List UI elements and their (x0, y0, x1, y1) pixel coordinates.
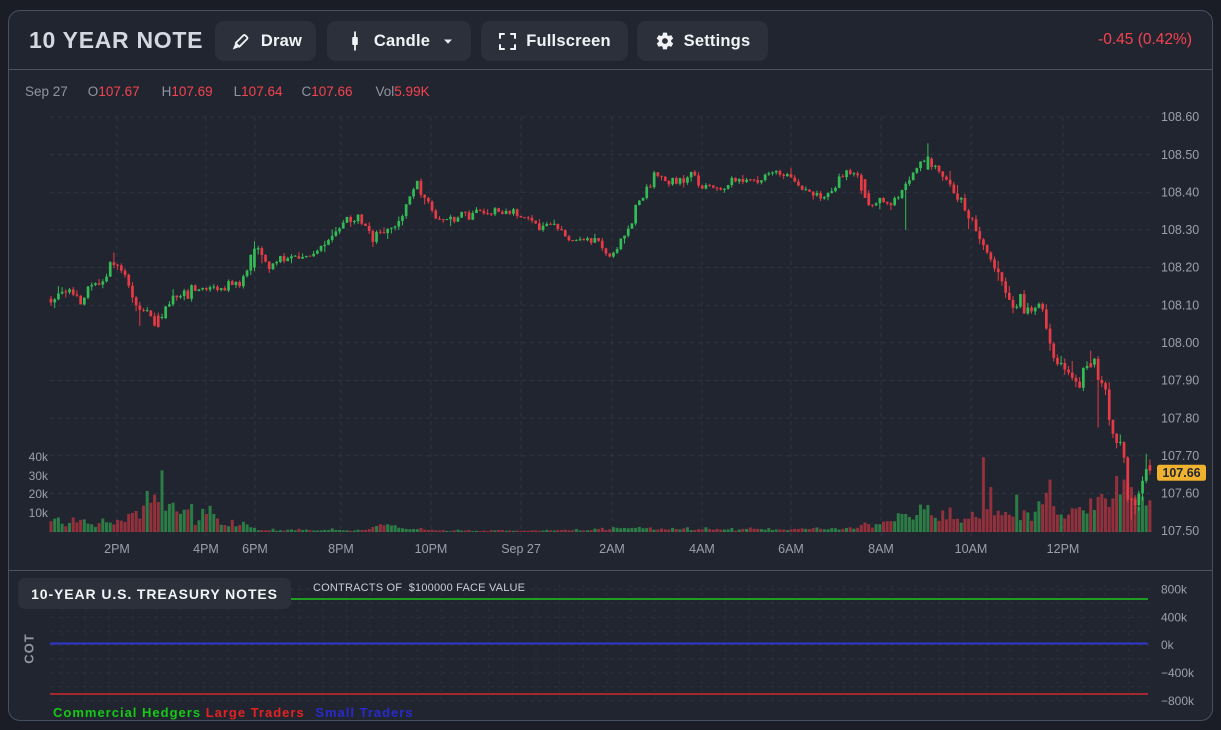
svg-text:107.60: 107.60 (1161, 487, 1199, 501)
svg-text:107.80: 107.80 (1161, 411, 1199, 425)
svg-text:30k: 30k (29, 469, 49, 483)
svg-text:108.30: 108.30 (1161, 223, 1199, 237)
svg-text:−400k: −400k (1161, 666, 1195, 680)
svg-text:8PM: 8PM (328, 542, 354, 556)
svg-text:108.40: 108.40 (1161, 186, 1199, 200)
svg-text:40k: 40k (29, 450, 49, 464)
svg-text:107.50: 107.50 (1161, 524, 1199, 538)
svg-text:400k: 400k (1161, 610, 1188, 624)
svg-text:−800k: −800k (1161, 694, 1195, 708)
svg-text:8AM: 8AM (868, 542, 894, 556)
svg-text:6PM: 6PM (242, 542, 268, 556)
svg-text:107.90: 107.90 (1161, 374, 1199, 388)
svg-text:12PM: 12PM (1047, 542, 1080, 556)
svg-text:108.50: 108.50 (1161, 148, 1199, 162)
svg-text:10k: 10k (29, 506, 49, 520)
svg-text:10PM: 10PM (415, 542, 448, 556)
svg-text:2PM: 2PM (104, 542, 130, 556)
svg-text:4AM: 4AM (689, 542, 715, 556)
svg-text:107.66: 107.66 (1162, 466, 1200, 480)
svg-text:108.00: 108.00 (1161, 336, 1199, 350)
svg-text:108.60: 108.60 (1161, 110, 1199, 124)
svg-text:4PM: 4PM (193, 542, 219, 556)
svg-text:107.70: 107.70 (1161, 449, 1199, 463)
svg-text:800k: 800k (1161, 583, 1188, 597)
svg-text:Sep 27: Sep 27 (501, 542, 541, 556)
svg-text:20k: 20k (29, 487, 49, 501)
svg-text:10AM: 10AM (955, 542, 988, 556)
svg-text:2AM: 2AM (599, 542, 625, 556)
svg-text:108.20: 108.20 (1161, 261, 1199, 275)
svg-text:108.10: 108.10 (1161, 298, 1199, 312)
svg-text:0k: 0k (1161, 638, 1175, 652)
svg-text:6AM: 6AM (778, 542, 804, 556)
